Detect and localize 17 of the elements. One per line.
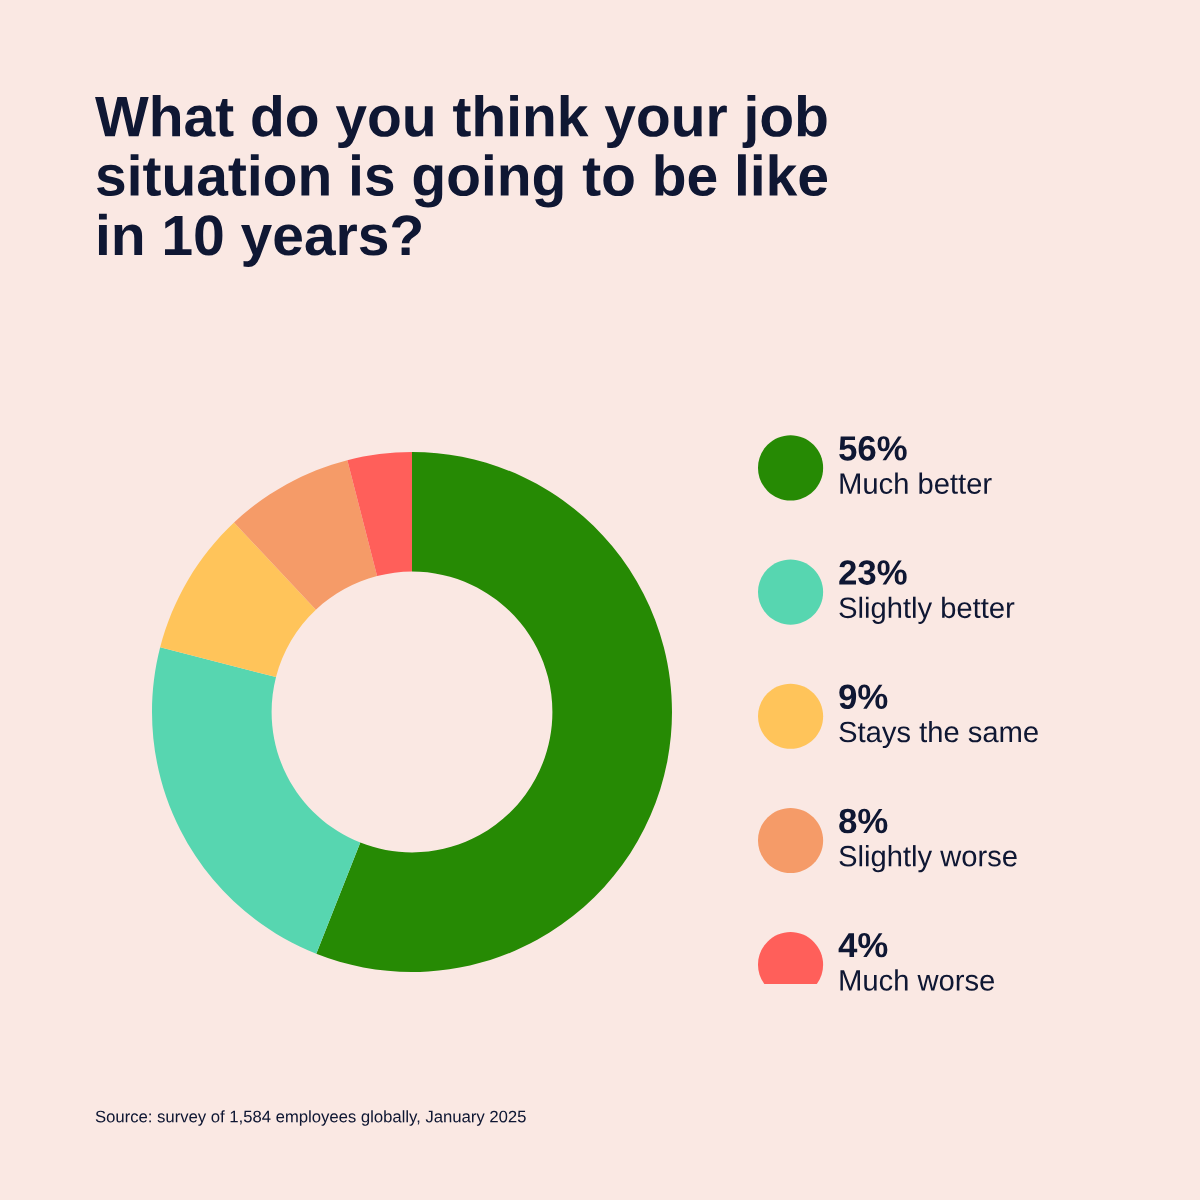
- data-label: 8%: [839, 808, 888, 834]
- donut-slice: [160, 522, 316, 678]
- data-label: 9%: [839, 684, 888, 710]
- legend-label: Much better: [840, 472, 992, 494]
- donut-slice: [234, 460, 378, 610]
- legend-label: Slightly better: [839, 596, 1015, 624]
- donut-slice: [316, 452, 672, 972]
- legend-label: Slightly worse: [839, 845, 1017, 873]
- data-label: 4%: [838, 932, 888, 958]
- donut-slice: [152, 647, 361, 954]
- source-note: Source: survey of 1,584 employees globally, January 2025: [95, 1110, 526, 1126]
- data-label: 56%: [839, 436, 907, 461]
- data-label: 23%: [839, 560, 907, 585]
- donut-slice: [347, 452, 412, 577]
- legend-label: Stays the same: [839, 720, 1038, 749]
- chart-title: What do you think your job situation is going to be like in 10 years?: [95, 95, 828, 267]
- legend-label: Much worse: [840, 969, 995, 991]
